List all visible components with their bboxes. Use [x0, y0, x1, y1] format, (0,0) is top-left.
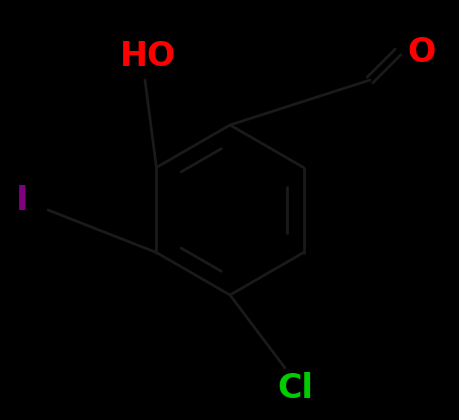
- Text: Cl: Cl: [276, 372, 312, 404]
- Text: HO: HO: [120, 40, 176, 74]
- Text: I: I: [16, 184, 28, 216]
- Text: O: O: [407, 36, 435, 68]
